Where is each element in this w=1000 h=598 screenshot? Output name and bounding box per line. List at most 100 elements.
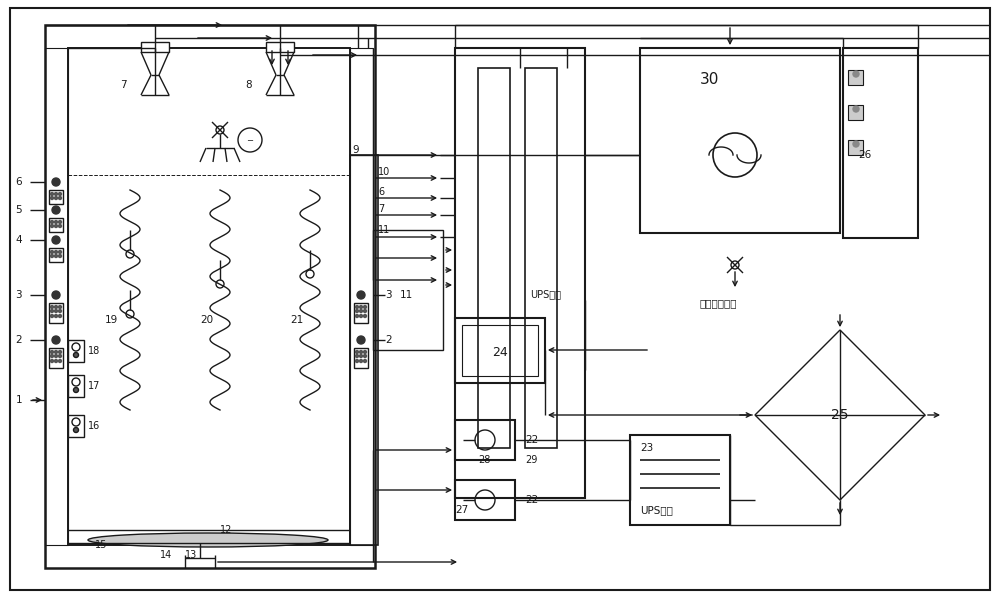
Circle shape [364, 315, 366, 318]
Circle shape [50, 359, 54, 362]
Circle shape [58, 315, 62, 318]
Text: 19: 19 [105, 315, 118, 325]
Bar [848, 105, 863, 120]
Circle shape [360, 359, 362, 362]
Circle shape [357, 336, 365, 344]
Circle shape [54, 251, 58, 254]
Circle shape [356, 310, 358, 313]
Bar [68, 48, 350, 545]
Circle shape [58, 306, 62, 309]
Text: 13: 13 [185, 550, 197, 560]
Circle shape [50, 221, 54, 224]
Circle shape [364, 306, 366, 309]
Circle shape [58, 221, 62, 224]
Circle shape [74, 428, 78, 432]
Circle shape [364, 359, 366, 362]
Text: 11: 11 [400, 290, 413, 300]
Text: 11: 11 [378, 225, 390, 235]
Text: ─: ─ [248, 136, 252, 145]
Text: 6: 6 [15, 177, 22, 187]
Text: UPS电源: UPS电源 [530, 289, 561, 299]
Text: 16: 16 [88, 421, 100, 431]
Text: 7: 7 [120, 80, 127, 90]
Bar [848, 140, 863, 155]
Circle shape [54, 310, 58, 313]
Text: 7: 7 [378, 204, 384, 214]
Circle shape [54, 197, 58, 200]
Bar [525, 68, 557, 448]
Circle shape [54, 221, 58, 224]
Circle shape [58, 355, 62, 358]
Text: 30: 30 [700, 72, 719, 87]
Circle shape [360, 310, 362, 313]
Circle shape [50, 306, 54, 309]
Text: 22: 22 [525, 435, 538, 445]
Bar [49, 190, 63, 204]
Bar [630, 435, 730, 525]
Bar [455, 48, 585, 498]
Bar [266, 42, 294, 52]
Circle shape [364, 355, 366, 358]
Circle shape [50, 355, 54, 358]
Text: 12: 12 [220, 525, 232, 535]
Circle shape [52, 178, 60, 186]
Circle shape [50, 255, 54, 258]
Circle shape [50, 310, 54, 313]
Circle shape [74, 352, 78, 358]
Bar [49, 348, 63, 368]
Circle shape [50, 350, 54, 353]
Circle shape [58, 255, 62, 258]
Text: 20: 20 [200, 315, 213, 325]
Circle shape [356, 306, 358, 309]
Text: 6: 6 [378, 187, 384, 197]
Circle shape [50, 315, 54, 318]
Circle shape [357, 291, 365, 299]
Text: 5: 5 [15, 205, 22, 215]
Circle shape [356, 359, 358, 362]
Circle shape [58, 251, 62, 254]
Text: 27: 27 [455, 505, 468, 515]
Circle shape [58, 350, 62, 353]
Circle shape [58, 224, 62, 227]
Bar [455, 480, 515, 520]
Bar [350, 48, 373, 545]
Bar [478, 68, 510, 448]
Circle shape [54, 306, 58, 309]
Text: 8: 8 [245, 80, 252, 90]
Text: 2: 2 [15, 335, 22, 345]
Text: 22: 22 [525, 495, 538, 505]
Bar [141, 42, 169, 52]
Circle shape [58, 193, 62, 196]
Text: 18: 18 [88, 346, 100, 356]
Bar [45, 25, 375, 568]
Text: 1: 1 [15, 395, 22, 405]
Text: 14: 14 [160, 550, 172, 560]
Bar [640, 48, 840, 233]
Circle shape [853, 71, 859, 77]
Text: 28: 28 [478, 455, 490, 465]
Circle shape [360, 315, 362, 318]
Text: 17: 17 [88, 381, 100, 391]
Bar [462, 325, 538, 376]
Text: 24: 24 [492, 346, 508, 358]
Circle shape [52, 206, 60, 214]
Polygon shape [755, 330, 925, 500]
Bar [455, 420, 515, 460]
Circle shape [58, 197, 62, 200]
Ellipse shape [88, 533, 328, 547]
Circle shape [74, 388, 78, 392]
Text: 23: 23 [640, 443, 653, 453]
Circle shape [356, 350, 358, 353]
Text: 15: 15 [95, 540, 107, 550]
Circle shape [364, 310, 366, 313]
Circle shape [356, 315, 358, 318]
Circle shape [50, 224, 54, 227]
Bar [848, 70, 863, 85]
Text: 10: 10 [378, 167, 390, 177]
Circle shape [360, 350, 362, 353]
Bar [49, 248, 63, 262]
Circle shape [52, 236, 60, 244]
Circle shape [50, 193, 54, 196]
Circle shape [364, 350, 366, 353]
Bar [68, 375, 84, 397]
